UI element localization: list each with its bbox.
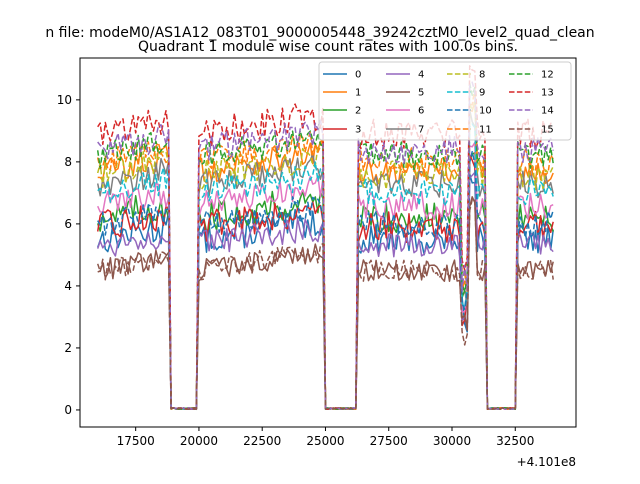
- y-tick-label: 8: [64, 155, 72, 169]
- legend-label: 15: [541, 125, 554, 136]
- x-tick-label: 30000: [433, 434, 471, 448]
- x-tick-label: 22500: [243, 434, 281, 448]
- y-tick-label: 2: [64, 341, 72, 355]
- legend-label: 7: [418, 125, 424, 136]
- legend-label: 6: [418, 106, 424, 117]
- y-tick-label: 4: [64, 279, 72, 293]
- chart-title: Quadrant 1 module wise count rates with …: [138, 39, 518, 55]
- legend-label: 12: [541, 70, 554, 81]
- x-tick-label: 25000: [306, 434, 344, 448]
- legend-label: 3: [355, 125, 361, 136]
- x-tick-label: 17500: [117, 434, 155, 448]
- legend-box: [318, 61, 572, 141]
- x-tick-label: 32500: [496, 434, 534, 448]
- legend-label: 2: [355, 106, 361, 117]
- x-axis: 17500 20000 22500 25000 27500 30000 32500: [117, 427, 534, 448]
- legend-label: 11: [479, 125, 492, 136]
- legend-label: 9: [479, 88, 485, 99]
- legend-label: 1: [355, 88, 361, 99]
- series-line-15: [96, 198, 554, 410]
- legend-label: 13: [541, 88, 554, 99]
- y-tick-label: 6: [64, 217, 72, 231]
- x-tick-label: 27500: [370, 434, 408, 448]
- x-axis-offset-label: +4.101e8: [517, 455, 576, 469]
- legend-label: 14: [541, 106, 554, 117]
- legend-label: 0: [355, 70, 361, 81]
- legend-label: 8: [479, 70, 485, 81]
- legend-label: 10: [479, 106, 492, 117]
- y-tick-label: 0: [64, 403, 72, 417]
- legend-label: 5: [418, 88, 424, 99]
- figure-suptitle: n file: modeM0/AS1A12_083T01_9000005448_…: [45, 25, 594, 41]
- x-tick-label: 20000: [180, 434, 218, 448]
- axes-frame: [79, 57, 577, 428]
- y-tick-label: 10: [57, 93, 72, 107]
- plot-area: [96, 65, 554, 411]
- legend-label: 4: [418, 70, 424, 81]
- y-axis: 0 2 4 6 8 10: [57, 93, 80, 417]
